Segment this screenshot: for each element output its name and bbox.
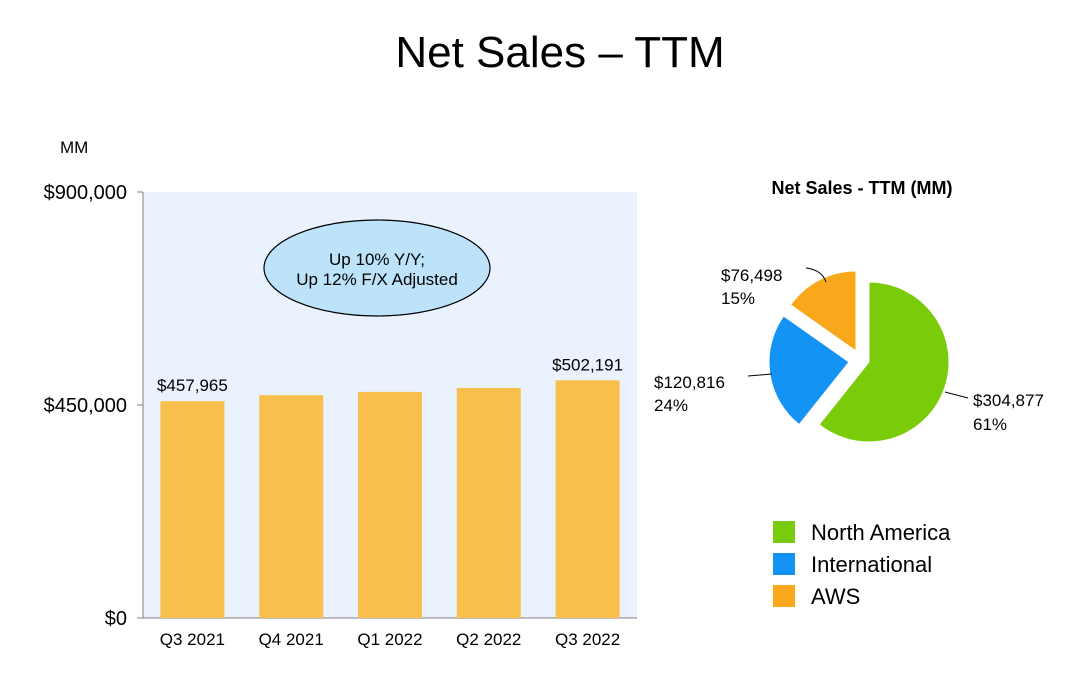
x-tick-label: Q3 2022: [555, 630, 620, 649]
page-title: Net Sales – TTM: [395, 28, 725, 77]
north-america-value-label: $304,877: [973, 391, 1044, 410]
pie-leader-lines: [747, 267, 969, 399]
aws-percent-label: 15%: [721, 289, 755, 308]
legend-label-north-america: North America: [811, 520, 951, 545]
legend-swatch-north-america: [773, 521, 795, 543]
x-tick-label: Q1 2022: [357, 630, 422, 649]
north-america-leader-line: [944, 391, 969, 399]
bar-chart: MM $0 $450,000 $900,000 Q3 2021 Q4 2021 Q1 2…: [44, 138, 637, 649]
pie-title: Net Sales - TTM (MM): [771, 178, 952, 198]
bar-data-label: $502,191: [552, 355, 623, 374]
bar: [555, 380, 620, 618]
pie-slice-aws: [789, 270, 857, 352]
international-value-label: $120,816: [654, 373, 725, 392]
x-tick-labels: Q3 2021 Q4 2021 Q1 2022 Q2 2022 Q3 2022: [160, 630, 620, 649]
pie-chart: Net Sales - TTM (MM) $76,498 15% $120,81…: [654, 178, 1044, 609]
bar: [160, 401, 225, 618]
bar: [456, 388, 521, 618]
y-tick-label: $0: [105, 608, 127, 630]
annotation-line-2: Up 12% F/X Adjusted: [296, 270, 458, 289]
international-leader-line: [747, 373, 773, 377]
bar: [259, 395, 324, 618]
pie-legend: North America International AWS: [773, 520, 951, 609]
pie-slice-international: [768, 315, 850, 426]
pie-slices: [768, 270, 950, 443]
bar: [358, 391, 422, 618]
x-tick-label: Q2 2022: [456, 630, 521, 649]
annotation-line-1: Up 10% Y/Y;: [329, 250, 425, 269]
aws-leader-line: [805, 267, 827, 283]
bar-data-label: $457,965: [157, 376, 228, 395]
pie-slice-north-america: [818, 281, 950, 443]
legend-label-aws: AWS: [811, 584, 860, 609]
north-america-percent-label: 61%: [973, 415, 1007, 434]
legend-label-international: International: [811, 552, 932, 577]
y-tick-label: $450,000: [44, 395, 127, 417]
aws-value-label: $76,498: [721, 266, 782, 285]
legend-swatch-international: [773, 553, 795, 575]
annotation-bubble: Up 10% Y/Y; Up 12% F/X Adjusted: [263, 219, 491, 317]
y-axis-unit-label: MM: [60, 138, 88, 157]
x-tick-label: Q4 2021: [259, 630, 324, 649]
data-labels: $457,965 $502,191: [157, 355, 623, 395]
bars: [160, 380, 620, 618]
y-ticks: $0 $450,000 $900,000: [44, 182, 143, 630]
annotation-ellipse: [263, 219, 491, 317]
international-percent-label: 24%: [654, 396, 688, 415]
y-tick-label: $900,000: [44, 182, 127, 204]
x-tick-label: Q3 2021: [160, 630, 225, 649]
legend-swatch-aws: [773, 585, 795, 607]
